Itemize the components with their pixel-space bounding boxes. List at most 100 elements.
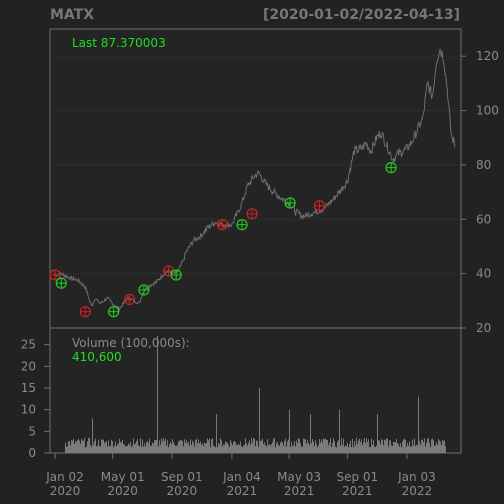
volume-bar	[218, 442, 219, 453]
x-tick-label: Jan 02	[45, 470, 84, 484]
volume-bar	[412, 439, 413, 453]
volume-bar	[93, 444, 94, 453]
volume-bar	[71, 439, 72, 453]
volume-bar	[153, 443, 154, 453]
volume-bar	[445, 446, 446, 453]
volume-bar	[393, 441, 394, 453]
volume-bar	[259, 388, 260, 453]
volume-bar	[72, 440, 73, 453]
volume-bar	[140, 438, 141, 453]
volume-bar	[320, 442, 321, 453]
volume-bar	[305, 439, 306, 453]
volume-bar	[77, 440, 78, 453]
volume-bar	[436, 442, 437, 453]
price-tick-label: 40	[476, 267, 491, 281]
volume-bar	[187, 443, 188, 453]
volume-tick-label: 20	[21, 359, 36, 373]
volume-bar	[443, 441, 444, 453]
volume-bar	[293, 444, 294, 453]
volume-bar	[87, 441, 88, 453]
volume-bar	[422, 439, 423, 453]
volume-bar	[252, 442, 253, 453]
volume-bar	[148, 443, 149, 453]
volume-bar	[235, 442, 236, 453]
volume-bar	[69, 441, 70, 453]
volume-bar	[245, 438, 246, 453]
volume-bar	[349, 444, 350, 453]
volume-bar	[302, 446, 303, 453]
volume-bar	[67, 446, 68, 453]
volume-bar	[104, 442, 105, 453]
volume-bar	[201, 444, 202, 453]
volume-bar	[115, 441, 116, 453]
volume-bar	[208, 440, 209, 453]
volume-bar	[154, 439, 155, 453]
volume-bar	[66, 446, 67, 453]
volume-bar	[307, 439, 308, 453]
volume-bar	[291, 441, 292, 453]
volume-bar	[342, 445, 343, 453]
volume-bar	[316, 444, 317, 453]
volume-bar	[357, 443, 358, 453]
volume-bar	[367, 441, 368, 453]
volume-bar	[122, 440, 123, 453]
volume-bar	[74, 443, 75, 453]
volume-bar	[265, 445, 266, 453]
volume-bar	[111, 439, 112, 453]
volume-bar	[420, 444, 421, 453]
volume-bar	[394, 442, 395, 453]
volume-bar	[280, 442, 281, 453]
volume-bar	[133, 438, 134, 453]
volume-bar	[143, 446, 144, 453]
volume-bar	[429, 442, 430, 453]
volume-bar	[268, 445, 269, 453]
volume-bar	[250, 444, 251, 453]
volume-bar	[383, 444, 384, 453]
volume-bar	[322, 441, 323, 453]
volume-bar	[246, 443, 247, 453]
volume-bar	[233, 442, 234, 453]
price-tick-label: 120	[476, 49, 499, 63]
volume-bar	[434, 446, 435, 453]
volume-bar	[284, 441, 285, 453]
price-tick-label: 20	[476, 321, 491, 335]
volume-bar	[296, 440, 297, 453]
volume-bar	[364, 437, 365, 453]
volume-bar	[311, 443, 312, 453]
volume-bar	[274, 438, 275, 453]
volume-bar	[232, 445, 233, 453]
volume-bar	[139, 445, 140, 453]
volume-bar	[286, 446, 287, 453]
volume-bar	[282, 442, 283, 453]
volume-bar	[94, 441, 95, 453]
price-grid	[51, 55, 460, 275]
volume-bar	[197, 443, 198, 453]
volume-bar	[124, 444, 125, 453]
volume-bar	[278, 444, 279, 453]
trade-signals	[49, 162, 397, 318]
volume-bar	[177, 444, 178, 453]
volume-bar	[138, 445, 139, 453]
volume-bar	[211, 439, 212, 453]
volume-bar	[88, 438, 89, 453]
x-tick-label: Sep 01	[161, 470, 203, 484]
volume-bar	[150, 445, 151, 453]
volume-bar	[170, 441, 171, 453]
volume-bar	[297, 442, 298, 453]
volume-bar	[109, 445, 110, 453]
volume-bar	[173, 441, 174, 453]
volume-bar	[402, 441, 403, 453]
volume-bar	[269, 444, 270, 453]
volume-bar	[126, 446, 127, 453]
volume-bar	[418, 396, 419, 453]
volume-bar	[440, 441, 441, 453]
chart-title-symbol: MATX	[50, 7, 94, 23]
volume-bar	[385, 440, 386, 453]
volume-bar	[425, 446, 426, 453]
price-panel	[49, 28, 462, 329]
volume-bar	[350, 440, 351, 453]
volume-bar	[292, 446, 293, 453]
volume-bar	[152, 442, 153, 453]
volume-bar	[117, 444, 118, 453]
volume-bar	[221, 440, 222, 453]
